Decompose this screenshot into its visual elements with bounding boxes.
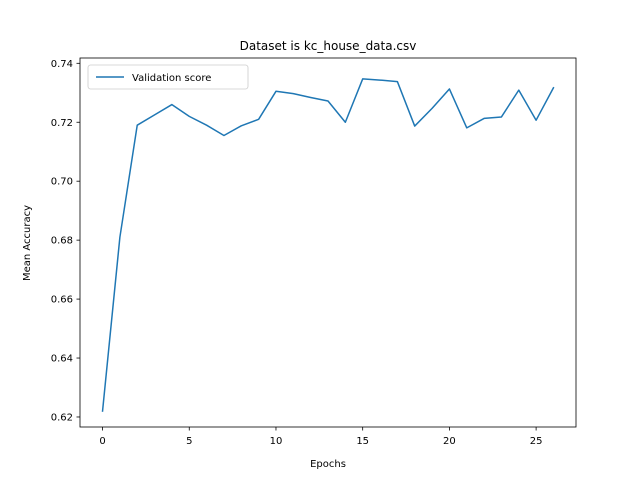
- y-tick-label: 0.62: [51, 412, 73, 423]
- plot-area: [79, 57, 577, 428]
- x-axis-label: Epochs: [310, 459, 346, 470]
- y-tick-label: 0.74: [51, 59, 73, 70]
- legend: Validation score: [87, 64, 249, 90]
- chart-title: Dataset is kc_house_data.csv: [240, 39, 417, 53]
- x-tick-label: 25: [530, 436, 543, 447]
- y-tick-label: 0.68: [51, 236, 73, 247]
- axes-frame: [79, 57, 577, 428]
- x-tick-label: 20: [443, 436, 456, 447]
- y-axis-label: Mean Accuracy: [22, 205, 33, 281]
- y-tick-label: 0.66: [51, 295, 73, 306]
- x-tick-label: 10: [270, 436, 283, 447]
- y-tick-label: 0.70: [51, 177, 73, 188]
- x-tick-label: 15: [356, 436, 369, 447]
- y-axis: 0.62 0.64 0.66 0.68 0.70 0.72 0.74: [51, 59, 80, 423]
- y-tick-label: 0.72: [51, 118, 73, 129]
- x-axis: 0 5 10 15 20 25: [99, 427, 542, 447]
- series-line-validation-score: [101, 78, 555, 412]
- y-tick-label: 0.64: [51, 354, 73, 365]
- legend-label: Validation score: [132, 73, 211, 84]
- x-tick-label: 5: [186, 436, 192, 447]
- legend-box: [87, 64, 249, 90]
- x-tick-label: 0: [99, 436, 105, 447]
